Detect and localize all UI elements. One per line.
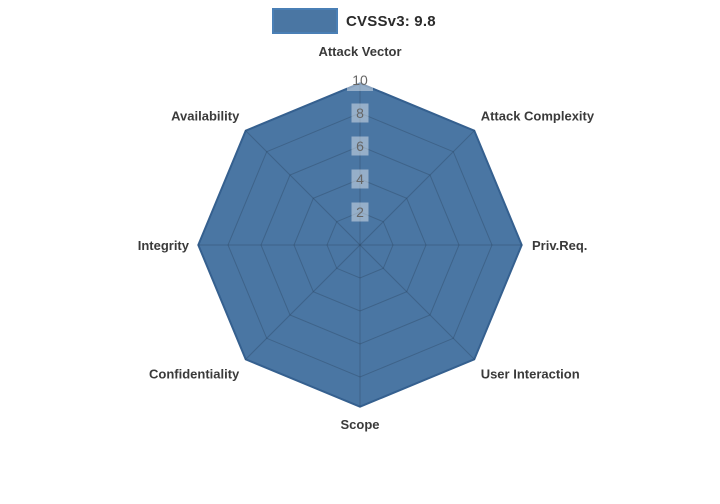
tick-backdrop (351, 136, 369, 156)
tick-label-6: 6 (356, 138, 364, 154)
tick-label-10: 10 (352, 72, 368, 88)
axis-label-attack-vector: Attack Vector (318, 44, 401, 59)
tick-label-4: 4 (356, 171, 364, 187)
axis-label-scope: Scope (340, 417, 379, 432)
axis-label-priv-req: Priv.Req. (532, 238, 587, 253)
grid-ring (260, 145, 460, 345)
grid-ring (293, 178, 427, 312)
legend-label: CVSSv3: 9.8 (346, 12, 436, 30)
tick-label-2: 2 (356, 204, 364, 220)
tick-label-8: 8 (356, 105, 364, 121)
axis-spoke (242, 127, 361, 246)
axis-label-user-interaction: User Interaction (481, 367, 580, 382)
data-polygon-cvssv3 (197, 82, 523, 408)
axis-label-integrity: Integrity (138, 238, 190, 253)
axis-spoke (242, 244, 361, 363)
tick-backdrop (347, 69, 373, 91)
axis-spoke (359, 127, 478, 246)
chart-legend[interactable]: CVSSv3: 9.8 (272, 8, 436, 34)
grid-ring (227, 112, 493, 378)
tick-backdrop (351, 169, 369, 189)
axis-spoke (359, 244, 478, 363)
axis-label-attack-complexity: Attack Complexity (481, 108, 595, 123)
legend-swatch[interactable] (272, 8, 338, 34)
axis-label-availability: Availability (171, 108, 240, 123)
axis-label-confidentiality: Confidentiality (149, 367, 240, 382)
tick-backdrop (351, 103, 369, 123)
tick-backdrop (351, 202, 369, 222)
grid-ring (326, 211, 394, 279)
